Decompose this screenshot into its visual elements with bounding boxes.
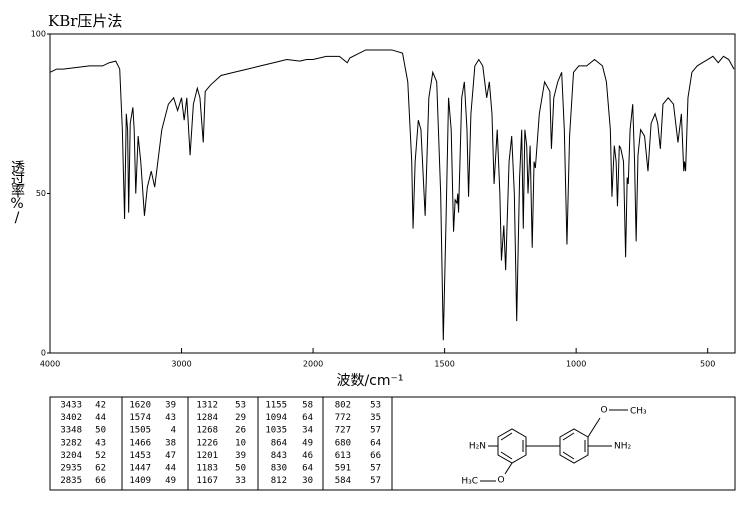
peak-transmittance: 34 (302, 426, 313, 436)
peak-wavenumber: 1574 (129, 413, 151, 423)
structure-label: NH₂ (614, 442, 632, 452)
peak-wavenumber: 1620 (129, 401, 151, 411)
peak-transmittance: 53 (370, 401, 381, 411)
peak-transmittance: 58 (302, 401, 313, 411)
peak-transmittance: 35 (370, 413, 381, 423)
spectrum-line (49, 49, 735, 341)
peak-wavenumber: 1226 (196, 438, 218, 448)
y-tick-label: 100 (31, 30, 46, 39)
peak-wavenumber: 1466 (129, 438, 151, 448)
peak-transmittance: 64 (302, 464, 313, 474)
peak-wavenumber: 2835 (60, 476, 82, 486)
peak-wavenumber: 3204 (60, 451, 82, 461)
peak-wavenumber: 1155 (265, 401, 287, 411)
peak-wavenumber: 613 (335, 451, 351, 461)
structure-label: O (600, 406, 607, 416)
y-axis-label: 透过率%/ (9, 160, 25, 224)
peak-wavenumber: 843 (271, 451, 287, 461)
peak-transmittance: 38 (165, 438, 176, 448)
peak-transmittance: 39 (165, 401, 176, 411)
peak-transmittance: 10 (235, 438, 246, 448)
peak-transmittance: 66 (370, 451, 381, 461)
structure-label: H₃C (461, 477, 478, 487)
structure-label: O (497, 476, 504, 486)
structure-label: CH₃ (630, 407, 647, 417)
peak-wavenumber: 1447 (129, 464, 151, 474)
peak-transmittance: 50 (235, 464, 246, 474)
peak-transmittance: 57 (370, 476, 381, 486)
peak-transmittance: 62 (95, 464, 106, 474)
peak-transmittance: 43 (95, 438, 106, 448)
peak-transmittance: 44 (165, 464, 176, 474)
peak-wavenumber: 727 (335, 426, 351, 436)
peak-wavenumber: 1409 (129, 476, 151, 486)
y-tick-label: 50 (36, 189, 46, 198)
structure-label: H₂N (469, 442, 486, 452)
peak-wavenumber: 1094 (265, 413, 287, 423)
peak-wavenumber: 830 (271, 464, 287, 474)
chart-title: KBr压片法 (48, 12, 122, 30)
peak-transmittance: 49 (165, 476, 176, 486)
peak-wavenumber: 1201 (196, 451, 218, 461)
peak-wavenumber: 772 (335, 413, 351, 423)
peak-transmittance: 47 (165, 451, 176, 461)
x-tick-label: 1500 (434, 360, 454, 369)
peak-wavenumber: 1284 (196, 413, 218, 423)
peak-transmittance: 43 (165, 413, 176, 423)
peak-wavenumber: 864 (271, 438, 287, 448)
peak-wavenumber: 680 (335, 438, 351, 448)
peak-transmittance: 33 (235, 476, 246, 486)
structure-bonds (480, 409, 628, 482)
peak-transmittance: 53 (235, 401, 246, 411)
peak-transmittance: 57 (370, 464, 381, 474)
peak-wavenumber: 812 (271, 476, 287, 486)
peak-transmittance: 4 (171, 426, 176, 436)
peak-transmittance: 46 (302, 451, 313, 461)
peak-wavenumber: 584 (335, 476, 351, 486)
plot-frame (49, 33, 736, 354)
x-tick-label: 3000 (171, 360, 191, 369)
peak-transmittance: 49 (302, 438, 313, 448)
peak-wavenumber: 2935 (60, 464, 82, 474)
peak-transmittance: 50 (95, 426, 106, 436)
y-tick-label: 0 (41, 349, 46, 358)
peak-transmittance: 64 (302, 413, 313, 423)
peak-transmittance: 42 (95, 401, 106, 411)
peak-wavenumber: 3348 (60, 426, 82, 436)
peak-transmittance: 52 (95, 451, 106, 461)
peak-transmittance: 30 (302, 476, 313, 486)
peak-wavenumber: 1453 (129, 451, 151, 461)
peak-wavenumber: 3433 (60, 401, 82, 411)
x-tick-label: 4000 (40, 360, 60, 369)
peak-transmittance: 29 (235, 413, 246, 423)
peak-transmittance: 39 (235, 451, 246, 461)
peak-wavenumber: 591 (335, 464, 351, 474)
x-axis-label: 波数/cm⁻¹ (336, 373, 403, 389)
x-tick-label: 2000 (303, 360, 323, 369)
x-tick-label: 500 (700, 360, 715, 369)
peak-transmittance: 66 (95, 476, 106, 486)
peak-wavenumber: 1167 (196, 476, 218, 486)
peak-wavenumber: 3282 (60, 438, 82, 448)
peak-wavenumber: 1268 (196, 426, 218, 436)
peak-transmittance: 57 (370, 426, 381, 436)
peak-wavenumber: 802 (335, 401, 351, 411)
peak-wavenumber: 1035 (265, 426, 287, 436)
peak-wavenumber: 1505 (129, 426, 151, 436)
peak-transmittance: 64 (370, 438, 381, 448)
peak-wavenumber: 1183 (196, 464, 218, 474)
x-tick-label: 1000 (566, 360, 586, 369)
peak-transmittance: 44 (95, 413, 106, 423)
peak-wavenumber: 3402 (60, 413, 82, 423)
peak-wavenumber: 1312 (196, 401, 218, 411)
peak-transmittance: 26 (235, 426, 246, 436)
